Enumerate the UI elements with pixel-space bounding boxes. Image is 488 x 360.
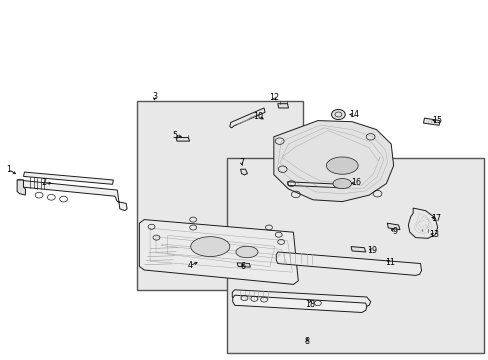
Polygon shape <box>407 208 437 238</box>
Polygon shape <box>23 172 113 184</box>
Text: 1: 1 <box>6 165 11 174</box>
Polygon shape <box>139 220 298 284</box>
Polygon shape <box>273 121 393 202</box>
Text: 15: 15 <box>432 116 442 125</box>
Text: 5: 5 <box>172 130 177 139</box>
Ellipse shape <box>332 179 351 189</box>
Text: 2: 2 <box>41 178 46 187</box>
Text: 7: 7 <box>239 158 244 167</box>
Polygon shape <box>237 263 250 267</box>
Ellipse shape <box>326 157 357 174</box>
Polygon shape <box>229 108 264 128</box>
Text: 14: 14 <box>348 110 358 119</box>
Bar <box>227 158 483 353</box>
Text: 17: 17 <box>431 214 441 223</box>
Polygon shape <box>423 118 439 125</box>
Text: 10: 10 <box>253 112 263 121</box>
Polygon shape <box>277 104 288 108</box>
Ellipse shape <box>235 246 258 258</box>
Polygon shape <box>232 290 370 307</box>
Text: 13: 13 <box>428 230 438 239</box>
Polygon shape <box>287 182 343 188</box>
Polygon shape <box>176 138 189 141</box>
Polygon shape <box>276 252 421 275</box>
Text: 16: 16 <box>350 178 360 187</box>
Polygon shape <box>386 223 399 230</box>
Text: 9: 9 <box>392 227 397 236</box>
Text: 3: 3 <box>152 91 157 100</box>
Text: 8: 8 <box>304 337 309 346</box>
Text: 6: 6 <box>240 262 245 271</box>
Text: 19: 19 <box>367 246 377 255</box>
Circle shape <box>331 109 345 120</box>
Text: 12: 12 <box>269 94 279 102</box>
Polygon shape <box>240 169 247 175</box>
Text: 4: 4 <box>187 261 192 270</box>
Polygon shape <box>17 180 25 195</box>
Text: 18: 18 <box>305 300 315 309</box>
Polygon shape <box>420 231 429 237</box>
Ellipse shape <box>190 237 229 256</box>
Polygon shape <box>350 247 365 252</box>
Polygon shape <box>18 180 127 211</box>
Bar <box>137 101 303 290</box>
Polygon shape <box>232 295 366 312</box>
Text: 11: 11 <box>385 258 394 266</box>
